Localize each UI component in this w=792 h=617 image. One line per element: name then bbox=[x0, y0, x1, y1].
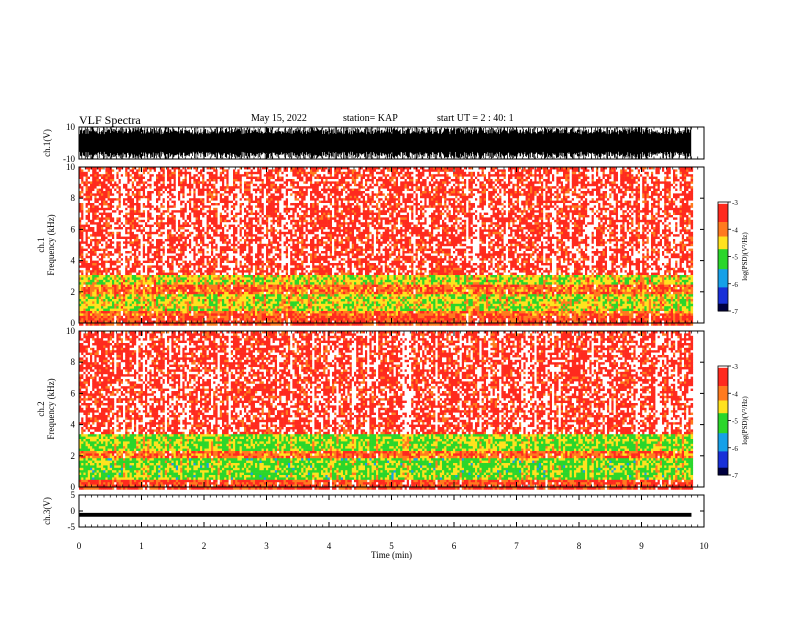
y-axis-label: Frequency (kHz) bbox=[46, 214, 56, 275]
y-tick-label: 6 bbox=[71, 388, 76, 398]
y-tick-label: 4 bbox=[71, 420, 76, 430]
colorbar-tick-label: -7 bbox=[732, 308, 738, 316]
y-axis-label: ch.1 bbox=[36, 237, 46, 252]
spectrogram-ch1 bbox=[79, 167, 693, 326]
y-axis-label: ch.3(V) bbox=[42, 497, 52, 525]
colorbar-label: log(PSD)(V²/Hz) bbox=[741, 396, 749, 445]
plot-content bbox=[79, 127, 728, 517]
colorbar-tick-label: -6 bbox=[732, 281, 738, 289]
x-tick-label: 4 bbox=[327, 541, 332, 551]
y-axis-label: ch.2 bbox=[36, 401, 46, 416]
x-tick-label: 8 bbox=[577, 541, 582, 551]
y-tick-label: -5 bbox=[68, 522, 76, 532]
colorbar-tick-label: -7 bbox=[732, 472, 738, 480]
colorbar-tick-label: -3 bbox=[732, 363, 738, 371]
y-tick-label: 2 bbox=[71, 287, 76, 297]
colorbar-label: log(PSD)(V²/Hz) bbox=[741, 232, 749, 281]
station-label: station= KAP bbox=[343, 113, 398, 124]
colorbar-tick-label: -5 bbox=[732, 418, 738, 426]
x-tick-label: 3 bbox=[264, 541, 269, 551]
spectrogram-ch2 bbox=[79, 331, 693, 490]
y-tick-label: 0 bbox=[71, 506, 76, 516]
y-tick-label: 2 bbox=[71, 451, 76, 461]
x-tick-label: 7 bbox=[514, 541, 519, 551]
y-axis-label: ch.1(V) bbox=[42, 129, 52, 157]
colorbar-tick-label: -4 bbox=[732, 390, 738, 398]
x-tick-label: 6 bbox=[452, 541, 457, 551]
colorbar-tick-label: -3 bbox=[732, 199, 738, 207]
x-tick-label: 9 bbox=[639, 541, 644, 551]
ch1-waveform-trace bbox=[79, 127, 691, 159]
colorbar-tick-label: -6 bbox=[732, 445, 738, 453]
y-tick-label: 8 bbox=[71, 193, 76, 203]
x-axis-label: Time (min) bbox=[371, 550, 412, 560]
figure-title: VLF Spectra bbox=[79, 113, 141, 128]
x-tick-label: 10 bbox=[700, 541, 710, 551]
date-label: May 15, 2022 bbox=[251, 113, 307, 124]
x-tick-label: 2 bbox=[202, 541, 207, 551]
colorbar-tick-label: -5 bbox=[732, 254, 738, 262]
y-tick-label: 10 bbox=[66, 122, 76, 132]
y-tick-label: 4 bbox=[71, 256, 76, 266]
y-tick-label: 6 bbox=[71, 224, 76, 234]
y-axis-label: Frequency (kHz) bbox=[46, 378, 56, 439]
x-tick-label: 0 bbox=[77, 541, 82, 551]
x-tick-label: 1 bbox=[139, 541, 144, 551]
colorbar-tick-label: -4 bbox=[732, 226, 738, 234]
y-tick-label: 5 bbox=[71, 490, 76, 500]
y-tick-label: 8 bbox=[71, 357, 76, 367]
y-tick-label: 10 bbox=[66, 162, 76, 172]
start-ut-label: start UT = 2 : 40: 1 bbox=[437, 113, 514, 124]
y-tick-label: 10 bbox=[66, 326, 76, 336]
ch3-waveform-trace bbox=[79, 513, 691, 517]
